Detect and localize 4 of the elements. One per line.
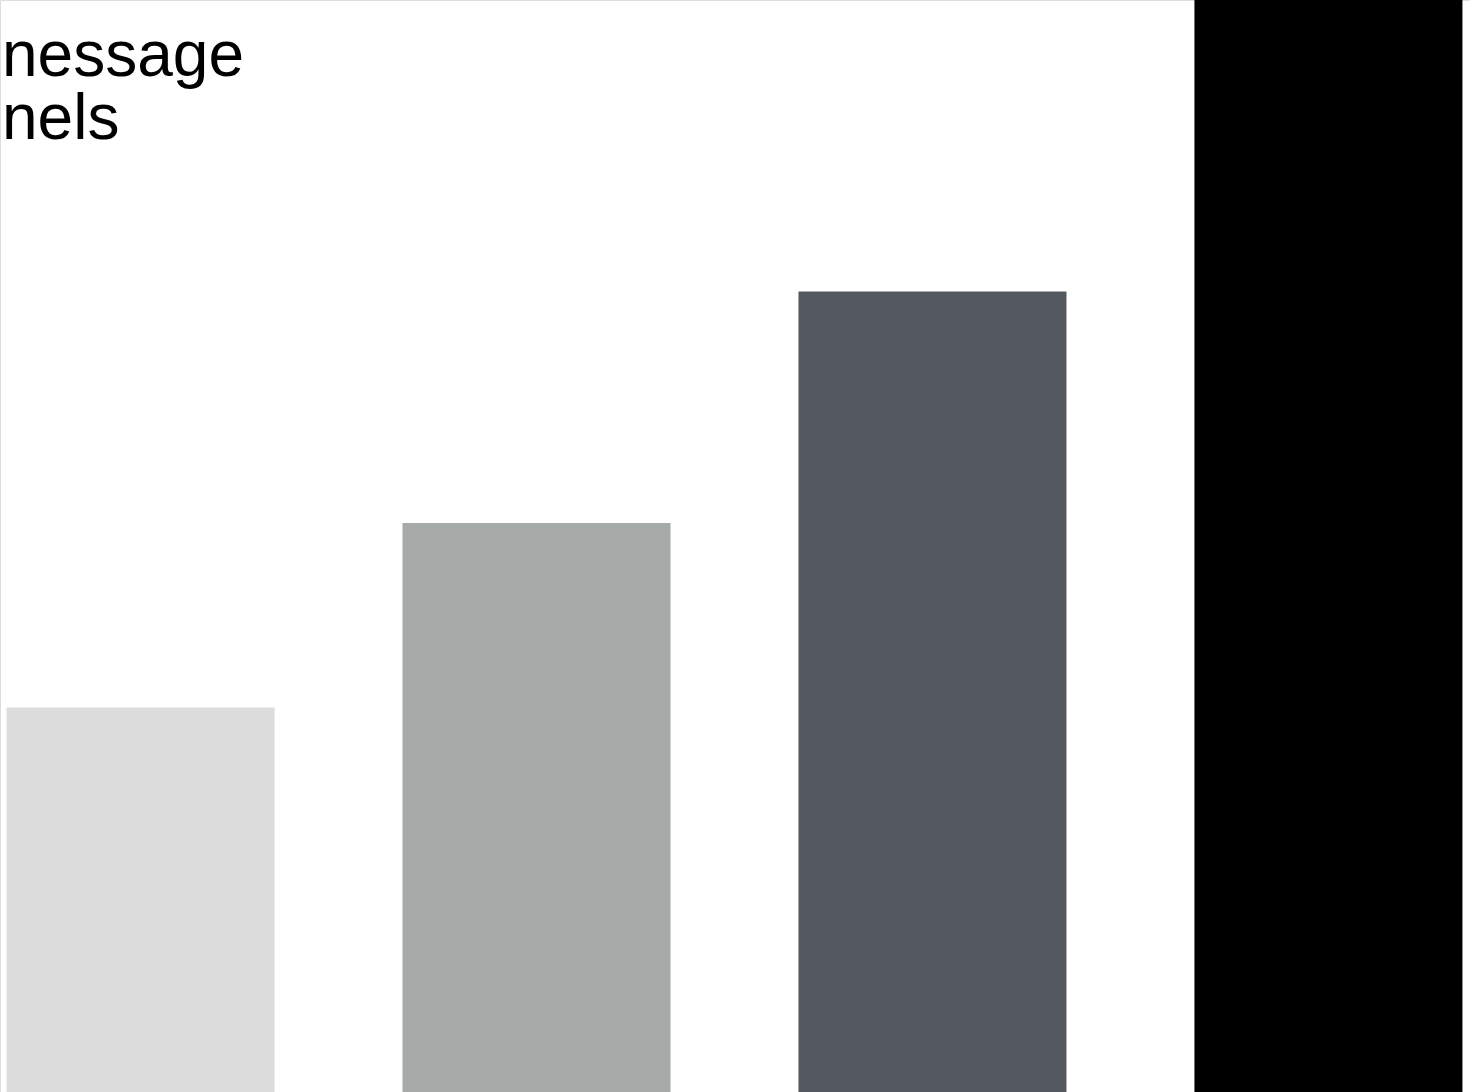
bar: [1194, 0, 1463, 1092]
bar: [798, 291, 1067, 1092]
bar: [6, 707, 275, 1092]
bar: [402, 523, 671, 1092]
